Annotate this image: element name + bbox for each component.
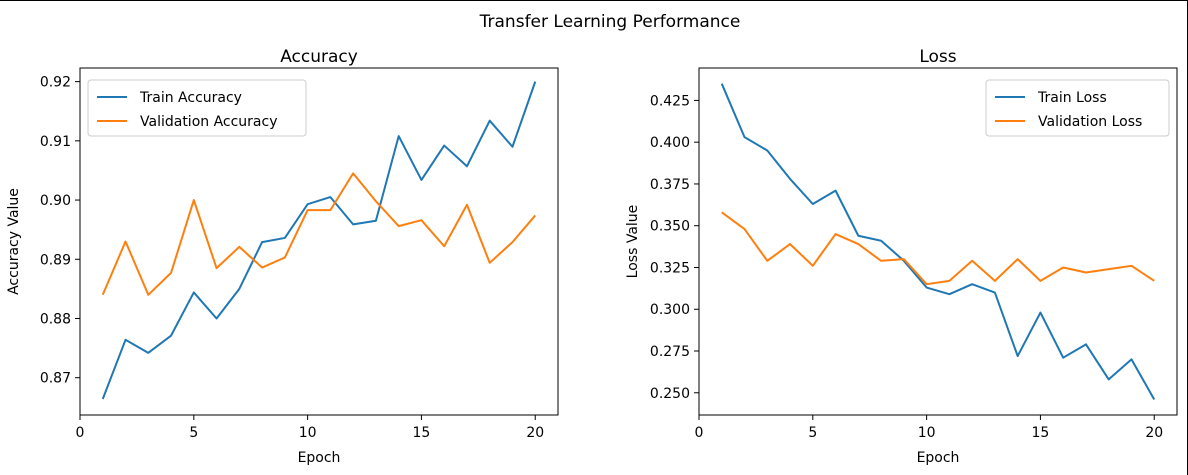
x-axis-label-acc: Epoch xyxy=(298,450,341,466)
frame-top-border xyxy=(0,0,1188,1)
y-tick-label-acc: 0.89 xyxy=(40,252,71,268)
x-tick-label-loss: 0 xyxy=(695,425,704,441)
y-tick-label-loss: 0.350 xyxy=(650,219,690,235)
x-tick-label-acc: 10 xyxy=(299,425,317,441)
y-tick-label-loss: 0.275 xyxy=(650,344,690,360)
y-axis-label-acc: Accuracy Value xyxy=(6,188,22,295)
chart-acc: Accuracy 0 5 10 15 20 0.87 0.88 0.89 0.90 0.91 0.92… xyxy=(6,47,559,466)
y-tick-label-loss: 0.325 xyxy=(650,260,690,276)
y-tick-label-loss: 0.425 xyxy=(650,93,690,109)
legend-label-loss-validation: Validation Loss xyxy=(1038,114,1142,130)
y-tick-label-loss: 0.375 xyxy=(650,177,690,193)
legend-label-loss-train: Train Loss xyxy=(1037,90,1107,106)
x-tick-label-loss: 20 xyxy=(1145,425,1163,441)
y-tick-label-loss: 0.250 xyxy=(650,386,690,402)
plot-area-frame-acc xyxy=(79,67,559,416)
x-tick-label-loss: 5 xyxy=(808,425,817,441)
y-tick-label-loss: 0.300 xyxy=(650,302,690,318)
series-line-acc-train xyxy=(101,81,537,400)
chart-loss: Loss 0 5 10 15 20 0.250 0.275 0.300 0.325 0.350 0.3… xyxy=(625,47,1178,466)
legend-label-acc-train: Train Accuracy xyxy=(139,90,242,106)
y-tick-label-acc: 0.91 xyxy=(40,134,71,150)
x-tick-label-acc: 5 xyxy=(189,425,198,441)
series-line-acc-validation xyxy=(101,172,537,296)
chart-title-loss: Loss xyxy=(919,47,956,67)
x-tick-label-acc: 20 xyxy=(526,425,544,441)
chart-title-acc: Accuracy xyxy=(280,47,358,67)
figure-title: Transfer Learning Performance xyxy=(479,12,741,32)
x-tick-label-loss: 15 xyxy=(1032,425,1050,441)
x-tick-label-acc: 0 xyxy=(76,425,85,441)
legend-box-loss xyxy=(985,79,1170,137)
x-axis-label-loss: Epoch xyxy=(917,450,960,466)
plot-area-frame-loss xyxy=(698,67,1178,416)
legend-label-acc-validation: Validation Accuracy xyxy=(140,114,278,130)
y-tick-label-acc: 0.92 xyxy=(40,75,71,91)
series-line-loss-train xyxy=(720,83,1156,400)
series-line-loss-validation xyxy=(721,211,1155,286)
y-tick-label-acc: 0.87 xyxy=(40,371,71,387)
x-tick-label-acc: 15 xyxy=(413,425,431,441)
x-tick-label-loss: 10 xyxy=(918,425,936,441)
y-tick-label-acc: 0.90 xyxy=(40,193,71,209)
y-axis-label-loss: Loss Value xyxy=(625,205,641,279)
y-tick-label-loss: 0.400 xyxy=(650,135,690,151)
legend-box-acc xyxy=(87,79,307,137)
y-tick-label-acc: 0.88 xyxy=(40,311,71,327)
